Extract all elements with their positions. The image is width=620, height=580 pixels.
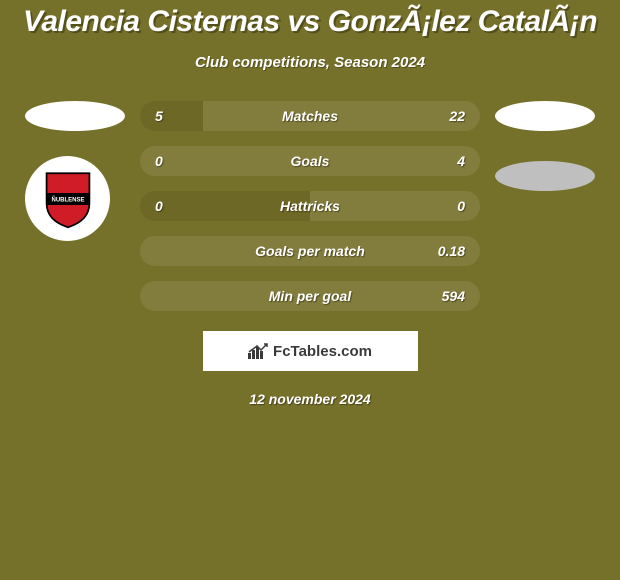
- player-left-column: ÑUBLENSE: [25, 101, 125, 241]
- footer: FcTables.com 12 november 2024: [0, 331, 620, 407]
- stat-row: 0 Hattricks 0: [140, 191, 480, 221]
- stat-row: Min per goal 594: [140, 281, 480, 311]
- stat-value-left: 5: [155, 108, 163, 124]
- club-logo-right-placeholder: [495, 161, 595, 191]
- player-left-photo-placeholder: [25, 101, 125, 131]
- stat-value-right: 0.18: [438, 243, 465, 259]
- stat-value-right: 22: [449, 108, 465, 124]
- stat-row: Goals per match 0.18: [140, 236, 480, 266]
- date-text: 12 november 2024: [249, 391, 370, 407]
- club-logo-left: ÑUBLENSE: [25, 156, 110, 241]
- stat-label: Matches: [282, 108, 338, 124]
- nublense-shield-icon: ÑUBLENSE: [38, 169, 98, 229]
- stats-column: 5 Matches 22 0 Goals 4 0 Hattricks 0 Goals per ma…: [140, 101, 480, 311]
- player-right-column: [495, 101, 595, 191]
- stat-row: 5 Matches 22: [140, 101, 480, 131]
- fctables-link[interactable]: FcTables.com: [203, 331, 418, 371]
- stat-value-right: 4: [457, 153, 465, 169]
- stat-label: Goals: [291, 153, 330, 169]
- stat-value-right: 594: [442, 288, 465, 304]
- stat-value-left: 0: [155, 153, 163, 169]
- player-right-photo-placeholder: [495, 101, 595, 131]
- comparison-content: ÑUBLENSE 5 Matches 22 0 Goals 4 0 Hattricks 0 Goa…: [0, 101, 620, 311]
- stat-label: Goals per match: [255, 243, 365, 259]
- fctables-label: FcTables.com: [273, 343, 372, 360]
- stat-label: Min per goal: [269, 288, 351, 304]
- svg-text:ÑUBLENSE: ÑUBLENSE: [51, 196, 84, 203]
- stat-label: Hattricks: [280, 198, 340, 214]
- stat-row: 0 Goals 4: [140, 146, 480, 176]
- chart-icon: [248, 343, 268, 359]
- subtitle: Club competitions, Season 2024: [0, 54, 620, 71]
- stat-value-right: 0: [457, 198, 465, 214]
- stat-value-left: 0: [155, 198, 163, 214]
- page-title: Valencia Cisternas vs GonzÃ¡lez CatalÃ¡n: [0, 5, 620, 39]
